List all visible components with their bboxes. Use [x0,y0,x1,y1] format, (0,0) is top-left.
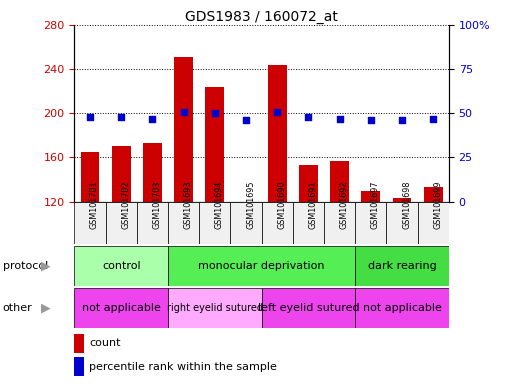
Bar [330,161,349,202]
Bar [143,143,162,202]
Bar [355,246,449,286]
Text: GSM101692: GSM101692 [340,180,349,229]
Point [304,114,312,120]
Text: other: other [3,303,32,313]
Text: GSM101695: GSM101695 [246,180,255,229]
Text: GSM101701: GSM101701 [90,180,99,229]
Text: not applicable: not applicable [363,303,442,313]
Text: GSM101702: GSM101702 [121,180,130,229]
Bar [299,165,318,202]
Point [429,116,438,122]
Text: GSM101691: GSM101691 [308,180,318,229]
Bar [74,202,106,244]
Point [86,114,94,120]
Text: GSM101690: GSM101690 [277,180,286,229]
Text: percentile rank within the sample: percentile rank within the sample [89,362,277,372]
Point [242,117,250,123]
Text: ▶: ▶ [42,260,51,272]
Bar [230,202,262,244]
Bar [74,288,168,328]
Bar [386,202,418,244]
Bar [137,202,168,244]
Text: GSM101694: GSM101694 [215,180,224,229]
Point [211,110,219,116]
Title: GDS1983 / 160072_at: GDS1983 / 160072_at [185,10,338,24]
Bar [74,357,84,376]
Bar [262,288,355,328]
Text: dark rearing: dark rearing [368,261,437,271]
Text: right eyelid sutured: right eyelid sutured [167,303,263,313]
Text: GSM101693: GSM101693 [184,180,192,229]
Point [180,108,188,114]
Bar [362,190,380,202]
Bar [418,202,449,244]
Text: GSM101699: GSM101699 [433,180,442,229]
Point [367,117,375,123]
Text: GSM101698: GSM101698 [402,180,411,229]
Bar [424,187,443,202]
Bar [74,334,84,353]
Point [273,108,281,114]
Bar [293,202,324,244]
Bar [355,288,449,328]
Point [117,114,125,120]
Bar [74,246,168,286]
Text: ▶: ▶ [42,302,51,314]
Bar [168,288,262,328]
Bar [81,152,100,202]
Bar [205,87,224,202]
Bar [168,202,199,244]
Text: monocular deprivation: monocular deprivation [199,261,325,271]
Bar [268,65,287,202]
Bar [112,146,130,202]
Text: left eyelid sutured: left eyelid sutured [258,303,359,313]
Bar [262,202,293,244]
Bar [199,202,230,244]
Bar [106,202,137,244]
Point [398,117,406,123]
Text: control: control [102,261,141,271]
Bar [236,202,255,203]
Text: count: count [89,338,121,348]
Bar [355,202,386,244]
Text: GSM101703: GSM101703 [152,180,162,229]
Point [148,116,156,122]
Text: GSM101697: GSM101697 [371,180,380,229]
Bar [174,57,193,202]
Point [336,116,344,122]
Bar [324,202,355,244]
Bar [168,246,355,286]
Text: protocol: protocol [3,261,48,271]
Text: not applicable: not applicable [82,303,161,313]
Bar [392,198,411,202]
